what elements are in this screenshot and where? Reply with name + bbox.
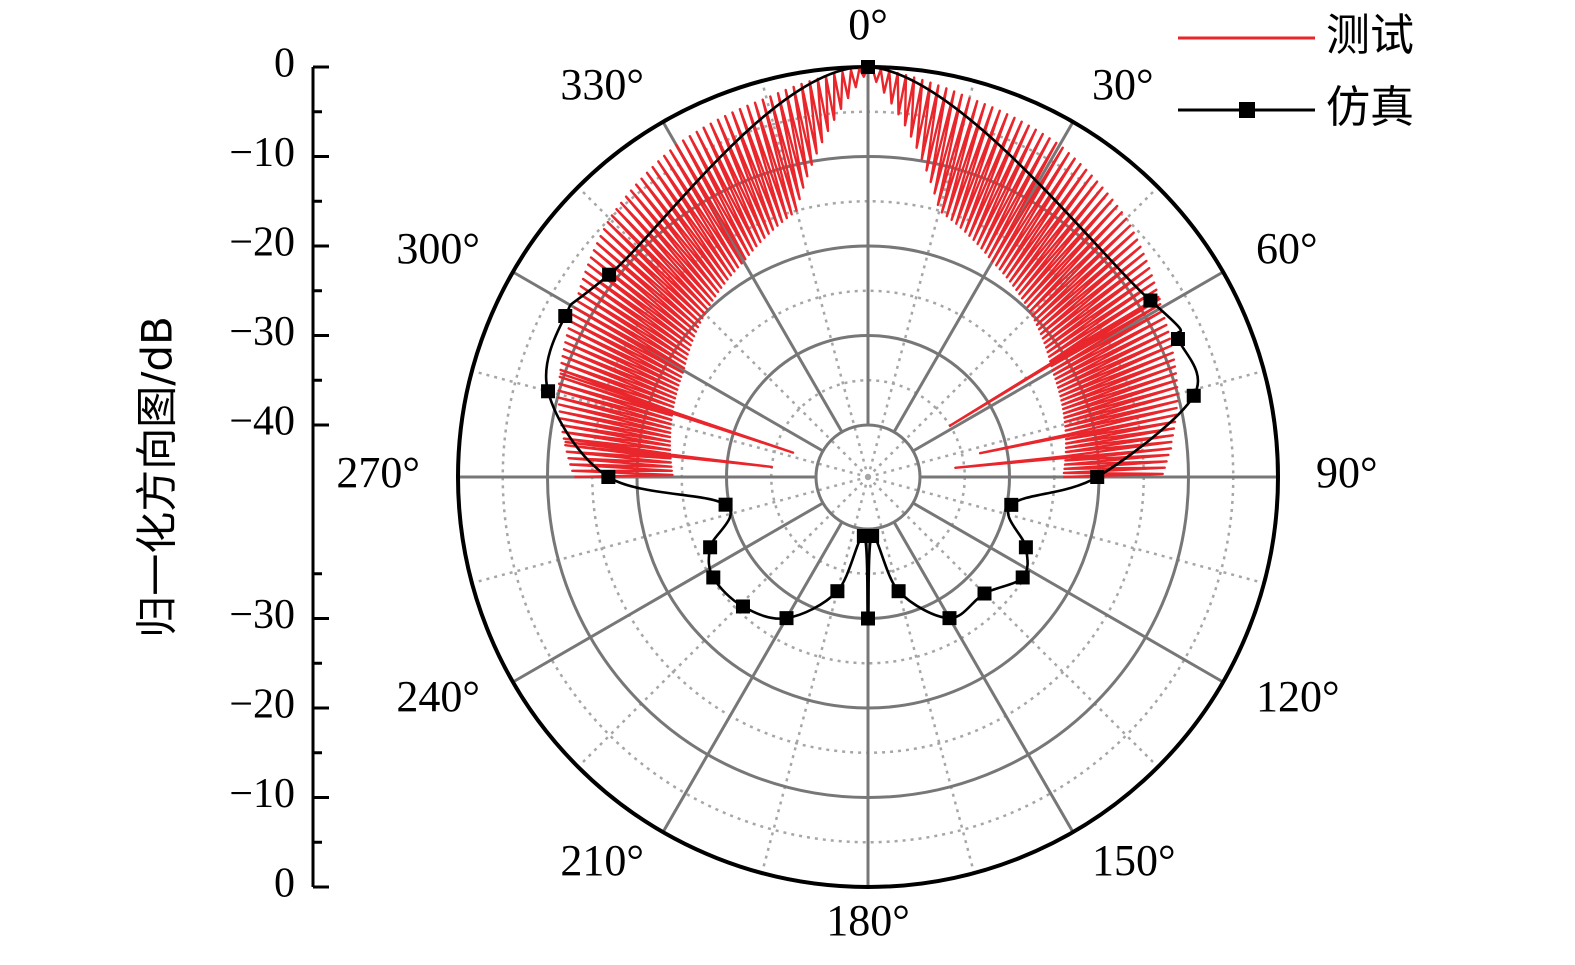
radial-axis-title: 归一化方向图/dB [133,316,182,638]
simulated-marker-2 [1170,331,1185,346]
simulated-marker-0 [861,60,875,74]
minor-spoke-195 [760,476,870,874]
simulated-marker-8 [977,586,992,601]
angle-label-210: 210° [560,836,644,885]
radial-tick-label: 0 [274,861,295,907]
radial-tick-label: 0 [274,41,295,87]
radial-tick-label: −10 [229,130,295,176]
angle-label-270: 270° [336,448,420,497]
minor-spoke-135 [867,476,1159,768]
radial-tick-label: −10 [229,771,295,817]
radial-tick-label: −20 [229,220,295,266]
angle-label-120: 120° [1256,672,1340,721]
simulated-marker-3 [1186,388,1201,403]
angle-label-30: 30° [1092,60,1154,109]
radial-tick-label: −30 [229,309,295,355]
ring-1 [546,155,1190,799]
radial-tick-label: −40 [229,399,295,445]
angle-label-330: 330° [560,60,644,109]
simulated-marker-21 [541,384,556,399]
minor-spoke-165 [866,476,976,874]
simulated-marker-1 [1143,293,1158,308]
minor-spoke-225 [577,476,869,768]
simulated-marker-5 [1004,497,1019,512]
minor-spoke-105 [867,475,1265,585]
angle-label-0: 0° [848,0,888,49]
simulated-marker-10 [891,584,906,599]
radial-tick-label: −30 [229,592,295,638]
radial-axis: 0 −10 −20 −30 −40 −30 −20 −10 0 归一化方向图/dB [133,41,329,907]
simulated-marker-22 [558,309,573,324]
angle-label-150: 150° [1092,836,1176,885]
ring-4 [814,423,922,531]
legend-label-0: 测试 [1326,10,1414,61]
angle-label-60: 60° [1256,224,1318,273]
simulated-marker-18 [703,540,718,555]
simulated-marker-15 [779,611,794,626]
radial-tick-label: −20 [229,682,295,728]
angle-labels: 0° 30° 60° 90° 120° 150° 180° 210° 240° 270° 300° 3… [336,0,1377,945]
angle-label-300: 300° [396,224,480,273]
simulated-marker-14 [830,584,845,599]
simulated-marker-23 [602,267,617,282]
series-layer [541,60,1201,626]
simulated-marker-7 [1015,570,1030,585]
legend-label-1: 仿真 [1326,82,1414,133]
angle-label-240: 240° [396,672,480,721]
simulated-marker-9 [942,611,957,626]
simulated-marker-6 [1018,540,1033,555]
legend-marker-1 [1239,102,1255,118]
simulated-marker-19 [718,497,733,512]
simulated-marker-20 [601,470,616,484]
simulated-marker-4 [1090,470,1105,484]
simulated-marker-16 [735,599,750,614]
simulated-marker-12 [861,611,875,626]
angle-label-180: 180° [826,896,910,945]
simulated-marker-13 [856,529,871,544]
simulated-marker-17 [706,570,721,585]
angle-label-90: 90° [1316,448,1378,497]
